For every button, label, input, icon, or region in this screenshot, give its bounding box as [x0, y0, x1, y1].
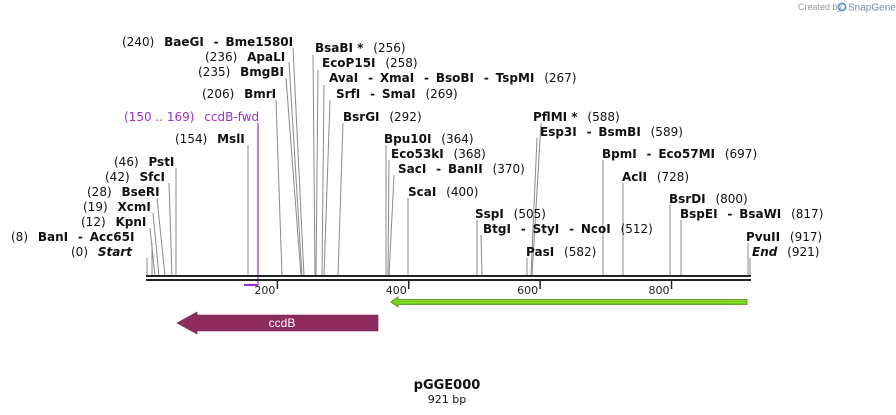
tick-label-200: 200: [254, 284, 275, 297]
site-baeGI[interactable]: (240) BaeGI - Bme1580I: [122, 35, 293, 49]
site-sacI[interactable]: SacI - BanII (370): [398, 162, 525, 176]
site-sfcI[interactable]: (42) SfcI: [105, 170, 165, 184]
site-kpnI[interactable]: (12) KpnI: [81, 215, 146, 229]
site-bmrI[interactable]: (206) BmrI: [202, 87, 276, 101]
feature-ccdB-arrow[interactable]: [176, 311, 379, 335]
site-esp3I[interactable]: Esp3I - BsmBI (589): [540, 125, 683, 139]
site-pstI[interactable]: (46) PstI: [114, 155, 174, 169]
credit-prefix: Created by: [798, 2, 843, 12]
site-bmgBI[interactable]: (235) BmgBI: [198, 65, 284, 79]
site-bsrDI[interactable]: BsrDI (800): [669, 192, 748, 206]
site-bsrGI[interactable]: BsrGI (292): [343, 110, 422, 124]
site-end[interactable]: End (921): [752, 245, 819, 259]
site-bpmI[interactable]: BpmI - Eco57MI (697): [602, 147, 757, 161]
tick-label-400: 400: [386, 284, 407, 297]
site-xcmI[interactable]: (19) XcmI: [83, 200, 151, 214]
site-btgI[interactable]: BtgI - StyI - NcoI (512): [483, 222, 653, 236]
tick-label-600: 600: [517, 284, 538, 297]
site-sspI[interactable]: SspI (505): [475, 207, 546, 221]
feature-ccdB-label: ccdB: [269, 316, 296, 330]
site-srfI[interactable]: SrfI - SmaI (269): [336, 87, 458, 101]
tick-label-800: 800: [649, 284, 670, 297]
site-mslI[interactable]: (154) MslI: [175, 132, 245, 146]
site-eco53kI[interactable]: Eco53kI (368): [391, 147, 486, 161]
site-ecoP15I[interactable]: EcoP15I (258): [322, 56, 418, 70]
sequence-length: 921 bp: [428, 393, 466, 406]
ruler-ticks: 200 400 600 800: [254, 281, 673, 297]
site-pvuII[interactable]: PvuII (917): [746, 230, 822, 244]
site-leader-lines: [146, 47, 751, 277]
primer-range: (150 .. 169): [124, 110, 194, 124]
site-pasI[interactable]: PasI (582): [526, 245, 596, 259]
sequence-backbone: [146, 275, 751, 281]
site-apaLI[interactable]: (236) ApaLI: [205, 50, 285, 64]
site-avaI[interactable]: AvaI - XmaI - BsoBI - TspMI (267): [329, 71, 577, 85]
site-bseRI[interactable]: (28) BseRI: [87, 185, 160, 199]
map-title: pGGE000: [414, 378, 481, 393]
credit-brand: SnapGene: [848, 3, 896, 14]
site-bpu10I[interactable]: Bpu10I (364): [384, 132, 474, 146]
site-aclI[interactable]: AclI (728): [622, 170, 689, 184]
site-scaI[interactable]: ScaI (400): [408, 185, 478, 199]
site-pflMI[interactable]: PflMI * (588): [533, 110, 620, 124]
site-banI[interactable]: (8) BanI - Acc65I: [11, 230, 134, 244]
site-start[interactable]: (0) Start: [71, 245, 133, 259]
primer-label[interactable]: (150 .. 169) ccdB-fwd: [124, 110, 259, 124]
feature-green-arrow[interactable]: [390, 296, 748, 308]
primer-name: ccdB-fwd: [204, 110, 259, 124]
site-bsaBI[interactable]: BsaBI * (256): [315, 41, 406, 55]
site-bspEI[interactable]: BspEI - BsaWI (817): [680, 207, 823, 221]
snapgene-logo-icon: [837, 2, 847, 12]
